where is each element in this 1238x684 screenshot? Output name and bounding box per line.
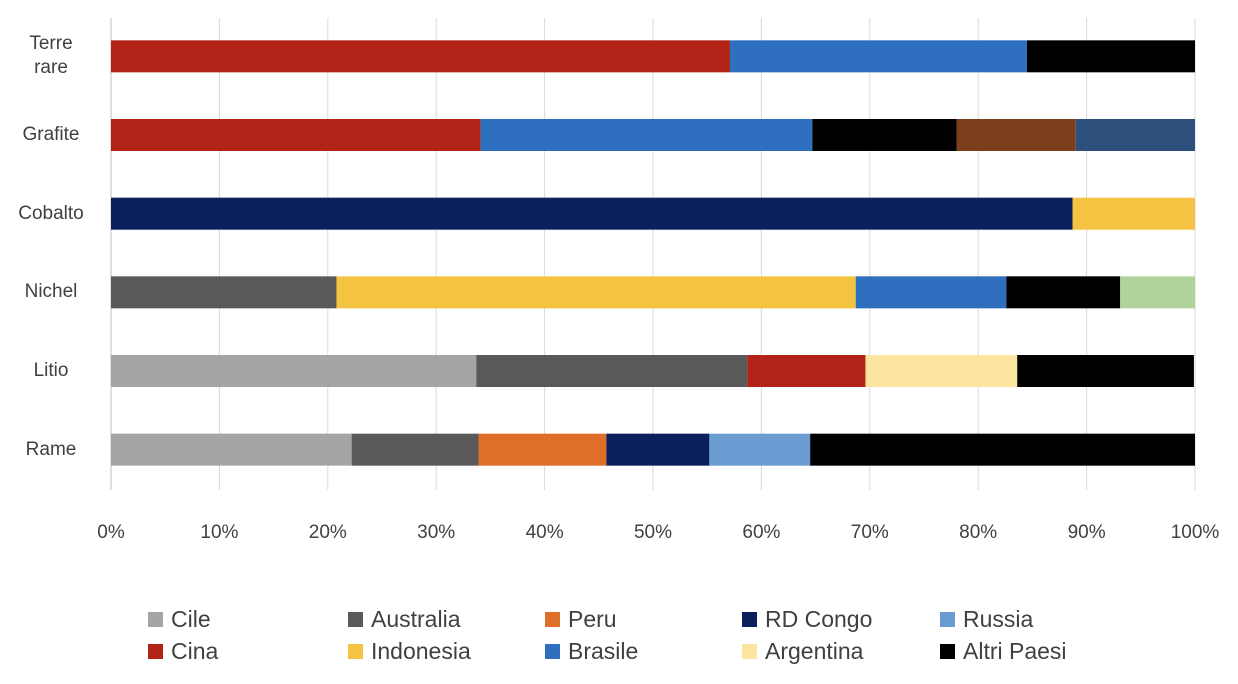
legend-item: Peru xyxy=(545,606,617,633)
x-tick-label: 90% xyxy=(1068,522,1106,543)
x-tick-label: 30% xyxy=(417,522,455,543)
legend-swatch xyxy=(348,612,363,627)
legend-swatch xyxy=(148,644,163,659)
bar-segment-nichel-brasile xyxy=(855,276,1007,309)
legend-label: Australia xyxy=(371,606,461,632)
legend-item: Indonesia xyxy=(348,638,471,665)
bar-segment-grafite-brasile xyxy=(480,119,813,151)
x-tick-label: 60% xyxy=(742,522,780,543)
bar-segment-rame-rd-congo xyxy=(606,433,710,466)
legend-label: Russia xyxy=(963,606,1034,632)
legend-item: Australia xyxy=(348,606,460,633)
y-category-label: Terre rare xyxy=(29,33,73,79)
bar-segment-terre-rare-brasile xyxy=(729,40,1027,73)
bar-segment-grafite-series-11 xyxy=(1075,119,1195,151)
bar-segment-grafite-cina xyxy=(111,119,481,151)
y-category-label: Cobalto xyxy=(18,202,84,224)
legend-item: Altri Paesi xyxy=(940,638,1067,665)
legend-item: Brasile xyxy=(545,638,638,665)
y-category-label: Grafite xyxy=(22,124,80,145)
y-category-label: Rame xyxy=(25,438,77,460)
legend-item: Argentina xyxy=(742,638,863,665)
y-category-label: Litio xyxy=(33,360,69,381)
legend-swatch xyxy=(148,612,163,627)
y-category-label: Nichel xyxy=(24,281,78,303)
legend-swatch xyxy=(940,644,955,659)
bar-segment-nichel-series-12 xyxy=(1120,276,1195,309)
legend-swatch xyxy=(742,612,757,627)
bar-segment-rame-altri-paesi xyxy=(810,433,1195,466)
bar-segment-grafite-altri-paesi xyxy=(812,119,957,151)
bar-segment-litio-cile xyxy=(111,355,477,387)
x-tick-label: 70% xyxy=(851,522,889,543)
bar-segment-litio-australia xyxy=(476,355,748,387)
x-tick-label: 10% xyxy=(200,522,238,543)
bar-segment-litio-argentina xyxy=(865,355,1018,387)
bar-segment-cobalto-indonesia xyxy=(1072,197,1195,230)
bar-segment-litio-cina xyxy=(747,355,866,387)
legend-label: Indonesia xyxy=(371,638,471,664)
legend-item: RD Congo xyxy=(742,606,872,633)
x-tick-label: 80% xyxy=(959,522,997,543)
legend-label: Cina xyxy=(171,638,219,664)
bar-segment-terre-rare-altri-paesi xyxy=(1026,40,1195,73)
legend-swatch xyxy=(742,644,757,659)
bar-segment-nichel-australia xyxy=(111,276,337,309)
x-tick-label: 40% xyxy=(526,522,564,543)
legend-label: Argentina xyxy=(765,638,864,664)
bar-segment-grafite-series-10 xyxy=(956,119,1076,151)
bar-segment-terre-rare-cina xyxy=(111,40,730,73)
bar-segment-nichel-indonesia xyxy=(336,276,856,309)
bar-segment-litio-altri-paesi xyxy=(1017,355,1194,387)
legend-swatch xyxy=(545,644,560,659)
legend-item: Cina xyxy=(148,638,218,665)
legend-label: Brasile xyxy=(568,638,639,664)
legend-item: Cile xyxy=(148,606,211,633)
bar-segment-rame-russia xyxy=(709,433,811,466)
bar-segment-rame-peru xyxy=(478,433,607,466)
legend-label: RD Congo xyxy=(765,606,873,632)
x-tick-label: 20% xyxy=(309,522,347,543)
x-tick-label: 0% xyxy=(97,522,125,543)
legend-swatch xyxy=(545,612,560,627)
legend-label: Peru xyxy=(568,606,617,632)
x-tick-label: 50% xyxy=(634,522,672,543)
bar-segment-cobalto-rd-congo xyxy=(111,197,1073,230)
bar-segment-nichel-altri-paesi xyxy=(1006,276,1121,309)
legend-label: Cile xyxy=(171,606,211,632)
legend-swatch xyxy=(348,644,363,659)
legend-label: Altri Paesi xyxy=(963,638,1067,664)
bar-segment-rame-australia xyxy=(351,433,479,466)
bar-segment-rame-cile xyxy=(111,433,352,466)
legend-swatch xyxy=(940,612,955,627)
legend-item: Russia xyxy=(940,606,1033,633)
x-tick-label: 100% xyxy=(1171,522,1220,543)
